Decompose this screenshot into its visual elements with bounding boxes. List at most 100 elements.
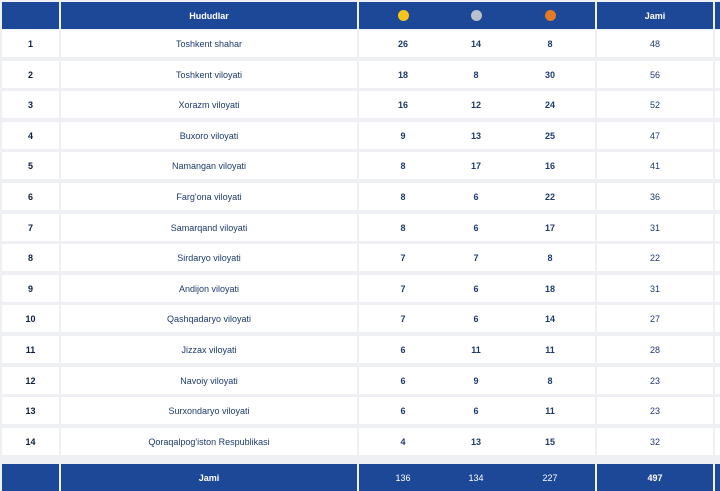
bronze-count: 17	[544, 222, 555, 233]
region-cell: Sirdaryo viloyati	[61, 244, 357, 271]
bronze-count: 22	[544, 191, 555, 202]
region-cell: Andijon viloyati	[61, 275, 357, 302]
region-cell: Namangan viloyati	[61, 152, 357, 179]
gold-count: 18	[397, 69, 408, 80]
region-cell: Qoraqalpog'iston Respublikasi	[61, 428, 357, 455]
rank-cell: 11	[2, 336, 59, 363]
row-edge	[715, 397, 720, 424]
total-cell: 23	[597, 367, 713, 394]
bronze-count: 14	[544, 313, 555, 324]
region-cell: Surxondaryo viloyati	[61, 397, 357, 424]
total-cell: 28	[597, 336, 713, 363]
bronze-count: 8	[547, 375, 553, 386]
bronze-count: 8	[547, 38, 553, 49]
total-cell: 41	[597, 152, 713, 179]
total-cell: 31	[597, 214, 713, 241]
silver-count: 12	[470, 99, 481, 110]
gold-count: 6	[400, 344, 406, 355]
total-cell: 32	[597, 428, 713, 455]
footer-total: 497	[597, 464, 713, 491]
region-cell: Qashqadaryo viloyati	[61, 305, 357, 332]
table-footer: Jami 136 134 227 497	[0, 464, 720, 491]
table-row: 13 Surxondaryo viloyati 6 6 11 23	[0, 397, 720, 424]
rank-cell: 4	[2, 122, 59, 149]
medals-cell: 26 14 8	[359, 30, 595, 57]
gold-count: 9	[400, 130, 406, 141]
footer-gold: 136	[395, 472, 411, 483]
total-cell: 22	[597, 244, 713, 271]
gold-count: 6	[400, 375, 406, 386]
bronze-count: 16	[544, 160, 555, 171]
medals-cell: 8 6 17	[359, 214, 595, 241]
table-header: Hududlar Jami	[0, 2, 720, 29]
table-row: 1 Toshkent shahar 26 14 8 48	[0, 30, 720, 57]
silver-count: 11	[471, 344, 481, 355]
total-cell: 31	[597, 275, 713, 302]
region-cell: Navoiy viloyati	[61, 367, 357, 394]
table-row: 12 Navoiy viloyati 6 9 8 23	[0, 367, 720, 394]
rank-cell: 8	[2, 244, 59, 271]
medals-cell: 7 6 14	[359, 305, 595, 332]
gold-count: 8	[400, 160, 406, 171]
header-edge	[715, 2, 720, 29]
medals-cell: 18 8 30	[359, 61, 595, 88]
medals-cell: 7 7 8	[359, 244, 595, 271]
gold-count: 16	[397, 99, 408, 110]
total-cell: 23	[597, 397, 713, 424]
silver-count: 7	[473, 252, 479, 263]
medals-cell: 9 13 25	[359, 122, 595, 149]
rank-cell: 10	[2, 305, 59, 332]
footer-edge	[715, 464, 720, 491]
silver-count: 13	[470, 436, 481, 447]
table-row: 5 Namangan viloyati 8 17 16 41	[0, 152, 720, 179]
table-row: 14 Qoraqalpog'iston Respublikasi 4 13 15 32	[0, 428, 720, 455]
header-region: Hududlar	[61, 2, 357, 29]
bronze-count: 30	[544, 69, 555, 80]
row-edge	[715, 367, 720, 394]
table-row: 4 Buxoro viloyati 9 13 25 47	[0, 122, 720, 149]
gold-count: 7	[400, 283, 406, 294]
gold-count: 7	[400, 313, 406, 324]
total-cell: 47	[597, 122, 713, 149]
table-row: 8 Sirdaryo viloyati 7 7 8 22	[0, 244, 720, 271]
row-edge	[715, 61, 720, 88]
region-cell: Xorazm viloyati	[61, 91, 357, 118]
gold-count: 4	[400, 436, 406, 447]
medals-cell: 8 17 16	[359, 152, 595, 179]
rank-cell: 13	[2, 397, 59, 424]
silver-count: 17	[470, 160, 481, 171]
rank-cell: 6	[2, 183, 59, 210]
bronze-count: 24	[544, 99, 555, 110]
rank-cell: 7	[2, 214, 59, 241]
bronze-medal-icon	[544, 10, 556, 21]
footer-medals: 136 134 227	[359, 464, 595, 491]
bronze-count: 18	[544, 283, 555, 294]
footer-bronze: 227	[542, 472, 558, 483]
silver-count: 6	[473, 405, 479, 416]
row-edge	[715, 30, 720, 57]
row-edge	[715, 244, 720, 271]
header-total: Jami	[597, 2, 713, 29]
gold-count: 8	[400, 191, 406, 202]
bronze-count: 11	[545, 344, 555, 355]
gold-count: 7	[400, 252, 406, 263]
rank-cell: 9	[2, 275, 59, 302]
row-edge	[715, 183, 720, 210]
rank-cell: 12	[2, 367, 59, 394]
rank-cell: 14	[2, 428, 59, 455]
bronze-count: 8	[547, 252, 553, 263]
total-cell: 56	[597, 61, 713, 88]
table-row: 6 Farg'ona viloyati 8 6 22 36	[0, 183, 720, 210]
row-edge	[715, 122, 720, 149]
row-edge	[715, 91, 720, 118]
table-row: 11 Jizzax viloyati 6 11 11 28	[0, 336, 720, 363]
region-cell: Toshkent shahar	[61, 30, 357, 57]
rank-cell: 1	[2, 30, 59, 57]
region-cell: Farg'ona viloyati	[61, 183, 357, 210]
footer-silver: 134	[468, 472, 484, 483]
table-row: 7 Samarqand viloyati 8 6 17 31	[0, 214, 720, 241]
total-cell: 27	[597, 305, 713, 332]
silver-count: 13	[470, 130, 481, 141]
table-row: 9 Andijon viloyati 7 6 18 31	[0, 275, 720, 302]
header-medals	[359, 2, 595, 29]
